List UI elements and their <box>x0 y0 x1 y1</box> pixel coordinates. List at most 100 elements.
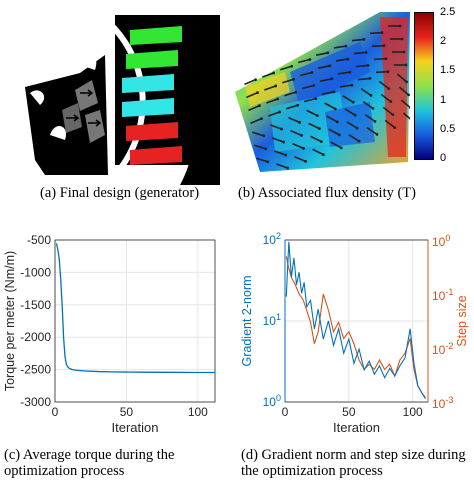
y-tick-label: -1500 <box>20 298 51 312</box>
stator-slot <box>130 26 182 45</box>
flux-arrowhead <box>407 93 410 97</box>
flux-arrow <box>355 64 369 68</box>
right-y-tick-label: 10-1 <box>432 287 453 303</box>
gradient-chart: 0 50 100 100 101 102 10-3 10-2 10-1 100 Iteration G… <box>240 231 469 435</box>
torque-chart: 0 50 100 -500 -1000 -1500 -2000 -2500 -3000 Itera… <box>3 233 216 435</box>
colorbar-gradient <box>414 12 434 160</box>
colorbar <box>414 12 434 160</box>
design-figure <box>20 12 220 185</box>
flux-arrowhead <box>364 51 368 54</box>
stator-slot <box>122 98 174 117</box>
flux-arrow <box>266 98 278 104</box>
flux-arrowhead <box>402 50 406 54</box>
flux-arrow <box>342 95 354 103</box>
flux-arrowhead <box>282 140 286 144</box>
flux-arrowhead <box>294 90 298 94</box>
flux-arrowhead <box>380 31 384 35</box>
flux-arrow <box>366 126 378 136</box>
flux-arrowhead <box>296 103 300 107</box>
flux-arrowhead <box>258 104 261 108</box>
flux-arrowhead <box>284 153 288 157</box>
flux-arrow <box>384 119 396 129</box>
flux-arrow <box>303 97 317 103</box>
flux-arrowhead <box>298 120 301 124</box>
flux-figure <box>230 12 414 182</box>
y-tick-label: -500 <box>27 233 51 247</box>
flux-arrowhead <box>332 90 336 94</box>
flux-arrowhead <box>316 114 319 118</box>
flux-arrow <box>308 122 320 130</box>
flux-arrowhead <box>300 133 303 137</box>
flux-arrowhead <box>262 134 266 138</box>
flux-arrowhead <box>373 119 377 123</box>
flux-arrowhead <box>276 97 280 101</box>
flux-arrow <box>297 58 311 64</box>
flux-arrowhead <box>266 160 270 164</box>
colorbar-tick: 2 <box>440 35 447 47</box>
flux-arrow <box>400 99 412 109</box>
flux-arrowhead <box>286 166 290 170</box>
flux-arrow <box>276 163 288 169</box>
flux-arrowhead <box>353 113 357 117</box>
colorbar-tick: 0 <box>440 152 447 164</box>
flux-arrowhead <box>368 77 372 80</box>
caption-a: (a) Final design (generator) <box>40 185 200 201</box>
right-y-tick-label: 10-3 <box>432 395 453 411</box>
flux-arrowhead <box>362 38 366 41</box>
flux-arrow <box>301 84 315 90</box>
flux-arrow <box>284 91 296 97</box>
flux-arrow <box>364 113 376 123</box>
flux-arrowhead <box>348 70 352 74</box>
magnetization-arrow <box>66 114 80 122</box>
colorbar-tick: 0.5 <box>440 123 456 135</box>
flux-arrow <box>280 65 292 71</box>
flux-arrow <box>254 144 266 150</box>
flux-arrowhead <box>384 57 388 61</box>
flux-arrow <box>272 137 284 143</box>
flux-arrow <box>250 117 262 125</box>
x-tick-label: 100 <box>188 405 208 419</box>
flux-arrowhead <box>335 120 339 124</box>
flux-arrow <box>380 93 392 103</box>
flux-arrowhead <box>351 100 355 104</box>
stator-slot <box>122 74 174 93</box>
flux-arrow <box>317 65 331 69</box>
flux-arrow <box>264 85 276 91</box>
flux-arrow <box>330 141 342 149</box>
colorbar-tick: 1.5 <box>440 64 456 76</box>
caption-d-line2: the optimization process <box>241 463 383 479</box>
left-y-tick-label: 101 <box>263 312 281 328</box>
right-y-tick-label: 10-2 <box>432 341 453 357</box>
y-axis-label: Torque per meter (Nm/m) <box>3 251 17 391</box>
flux-arrowhead <box>404 63 408 67</box>
gradient-norm-series-line <box>285 241 426 399</box>
flux-arrowhead <box>256 91 259 95</box>
flux-arrow <box>324 102 336 110</box>
flux-arrowhead <box>346 57 350 61</box>
flux-arrow <box>353 51 367 55</box>
flux-arrowhead <box>366 64 370 67</box>
flux-arrow <box>378 80 390 90</box>
flux-arrow <box>348 134 360 142</box>
flux-arrow <box>262 72 274 78</box>
colorbar-tick: 1 <box>440 94 447 106</box>
flux-arrow <box>270 124 282 130</box>
x-tick-label: 0 <box>52 405 59 419</box>
flux-arrowhead <box>328 64 332 68</box>
magnetization-arrow <box>88 119 102 127</box>
flux-arrowhead <box>330 77 334 81</box>
flux-arrowhead <box>264 147 268 151</box>
flux-arrow <box>362 100 374 110</box>
right-y-axis-label: Step size <box>455 295 469 346</box>
flux-arrow <box>339 84 353 88</box>
stator-slot <box>126 122 178 141</box>
flux-arrowhead <box>326 51 330 55</box>
flux-arrow <box>375 70 389 74</box>
colorbar-tick: 2.5 <box>440 6 456 18</box>
flux-arrow <box>398 86 410 96</box>
x-tick-label: 100 <box>403 405 423 419</box>
magnetization-arrow <box>80 89 94 97</box>
flux-arrow <box>382 106 394 116</box>
flux-arrow <box>328 128 340 136</box>
right-y-tick-label: 100 <box>432 233 450 249</box>
